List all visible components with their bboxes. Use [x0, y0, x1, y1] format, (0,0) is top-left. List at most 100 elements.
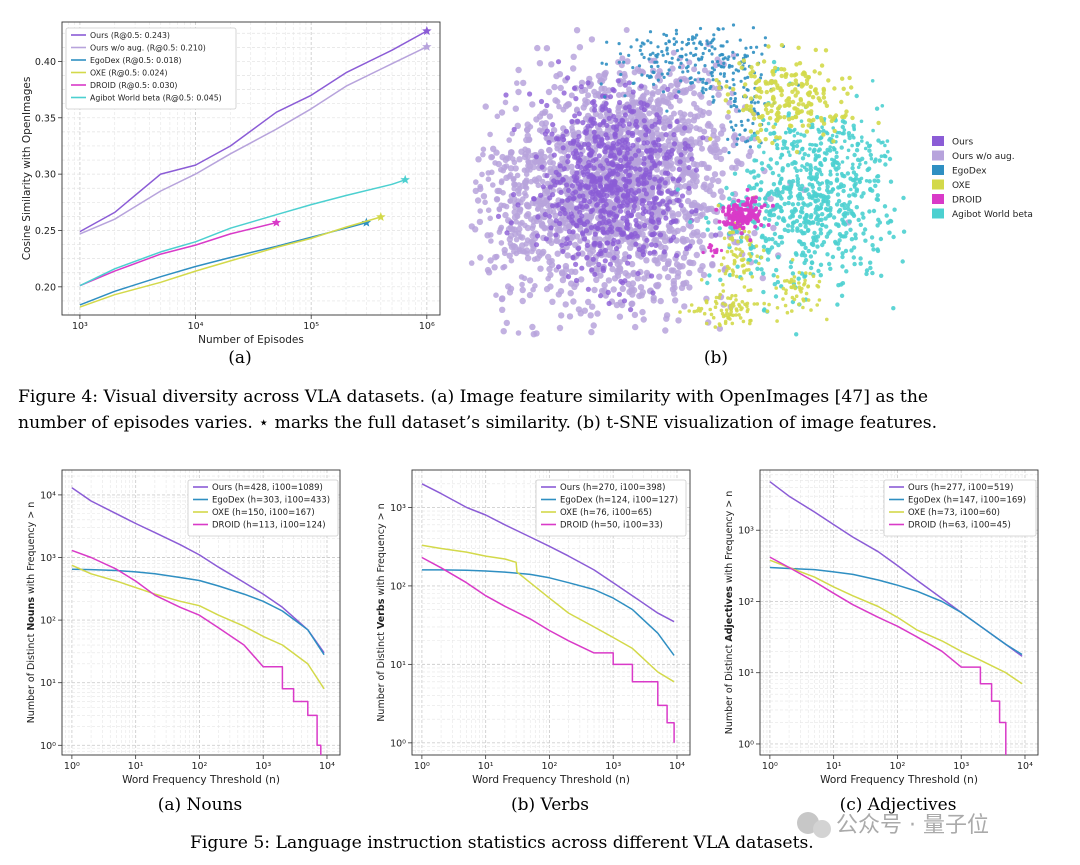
- series-line-3: [79, 216, 382, 308]
- tsne-point: [703, 64, 707, 68]
- tsne-point: [880, 104, 885, 108]
- tsne-point: [703, 46, 707, 51]
- tsne-point: [546, 147, 553, 154]
- tsne-point: [556, 172, 562, 178]
- tsne-point: [717, 219, 722, 224]
- tsne-point: [542, 211, 548, 218]
- tsne-point: [790, 228, 795, 233]
- tsne-point: [806, 298, 811, 302]
- tsne-point: [694, 228, 701, 236]
- tsne-point: [806, 123, 811, 128]
- tsne-point: [693, 173, 700, 179]
- tsne-point: [752, 302, 757, 306]
- tsne-point: [529, 323, 536, 331]
- tsne-point: [704, 300, 709, 305]
- x-tick-label: 10³: [255, 761, 271, 772]
- tsne-point: [713, 232, 719, 238]
- tsne-point: [786, 200, 791, 206]
- tsne-point: [498, 166, 504, 173]
- tsne-point: [693, 161, 701, 169]
- tsne-point: [487, 257, 494, 264]
- tsne-point: [740, 226, 745, 231]
- tsne-point: [529, 248, 535, 255]
- tsne-point: [761, 289, 766, 295]
- tsne-point: [769, 108, 774, 114]
- tsne-point: [633, 118, 639, 124]
- tsne-point: [563, 128, 570, 134]
- tsne-point: [774, 286, 778, 290]
- tsne-point: [624, 213, 630, 220]
- tsne-point: [627, 244, 634, 251]
- tsne-point: [594, 201, 601, 207]
- tsne-point: [568, 280, 575, 287]
- tsne-point: [618, 208, 624, 214]
- tsne-point: [602, 251, 609, 258]
- tsne-point: [828, 172, 833, 177]
- tsne-point: [698, 26, 703, 31]
- tsne-point: [473, 179, 479, 185]
- tsne-point: [813, 176, 819, 181]
- tsne-point: [745, 54, 750, 58]
- tsne-point: [810, 241, 815, 246]
- tsne-point: [765, 248, 770, 253]
- tsne-point: [834, 202, 840, 207]
- tsne-point: [754, 244, 759, 248]
- tsne-point: [686, 269, 693, 277]
- tsne-point: [793, 114, 799, 120]
- series-line-1: [79, 46, 428, 235]
- tsne-point: [901, 195, 906, 201]
- tsne-point: [845, 171, 851, 176]
- tsne-point: [503, 163, 510, 169]
- tsne-point: [609, 265, 616, 273]
- tsne-point: [830, 133, 835, 138]
- tsne-point: [781, 216, 786, 221]
- tsne-point: [664, 42, 668, 46]
- tsne-point: [790, 295, 795, 300]
- tsne-point: [825, 202, 831, 207]
- tsne-point: [636, 224, 642, 230]
- tsne-point: [586, 159, 592, 166]
- tsne-point: [825, 252, 830, 257]
- y-tick-label: 0.30: [35, 170, 56, 181]
- tsne-point: [629, 280, 637, 287]
- tsne-point: [717, 155, 725, 163]
- tsne-point: [739, 135, 746, 143]
- tsne-point: [649, 218, 655, 224]
- tsne-point: [794, 294, 799, 299]
- tsne-point: [625, 191, 631, 197]
- tsne-point: [577, 209, 583, 215]
- tsne-point: [870, 270, 875, 276]
- tsne-point: [602, 69, 609, 76]
- tsne-point: [751, 229, 758, 237]
- tsne-point: [879, 141, 883, 145]
- legend-entry: OXE (h=73, i100=60): [908, 508, 1000, 518]
- tsne-point: [522, 222, 528, 229]
- tsne-point: [663, 312, 671, 319]
- tsne-point: [795, 131, 800, 136]
- tsne-point: [718, 292, 722, 297]
- tsne-point: [764, 127, 769, 133]
- tsne-point: [660, 209, 667, 216]
- tsne-point: [738, 253, 743, 257]
- tsne-point: [687, 151, 694, 158]
- tsne-point: [640, 73, 644, 77]
- tsne-point: [661, 265, 669, 272]
- tsne-point: [670, 61, 674, 65]
- series-line-2: [71, 564, 325, 690]
- tsne-point: [775, 319, 779, 323]
- tsne-legend-entry: DROID: [952, 196, 982, 206]
- tsne-point: [596, 127, 603, 134]
- tsne-point: [613, 124, 620, 130]
- tsne-point: [825, 147, 830, 153]
- tsne-point: [485, 170, 492, 176]
- tsne-point: [633, 241, 639, 247]
- tsne-point: [693, 167, 700, 173]
- tsne-point: [686, 164, 692, 171]
- tsne-point: [726, 99, 733, 106]
- tsne-point: [746, 75, 750, 79]
- tsne-point: [701, 250, 705, 255]
- tsne-point: [710, 66, 715, 70]
- tsne-point: [722, 236, 727, 241]
- tsne-point: [651, 196, 658, 202]
